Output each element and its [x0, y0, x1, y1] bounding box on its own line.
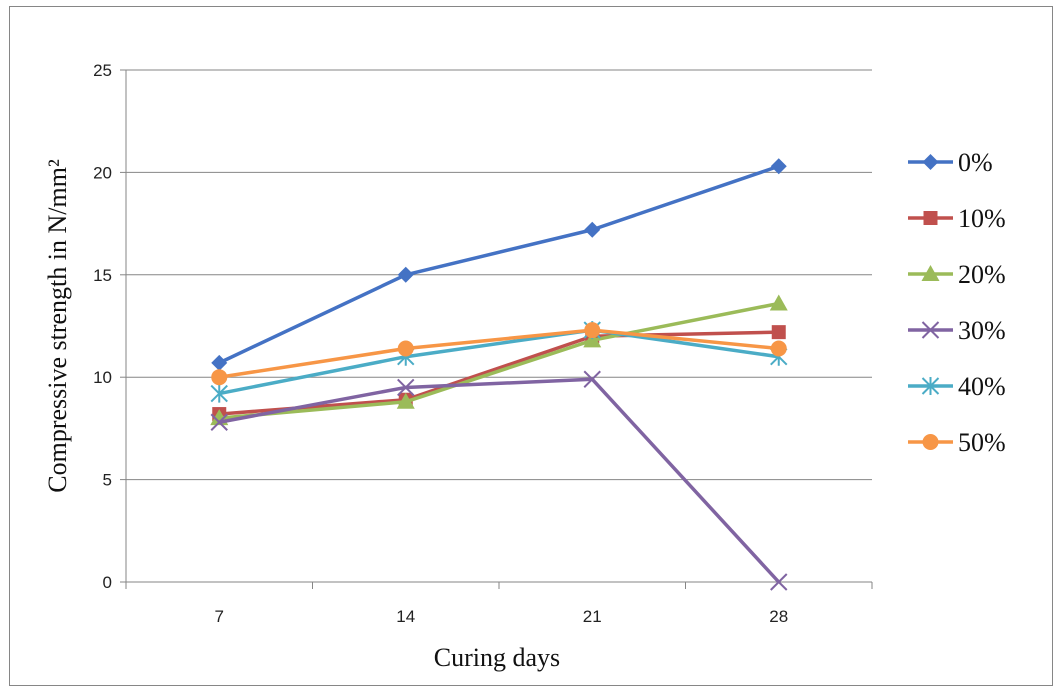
series-10pct-line	[219, 330, 779, 416]
legend-entry-0pct: 0%	[908, 148, 993, 177]
legend-entry-0pct-label: 0%	[958, 148, 993, 177]
series-0pct-point	[584, 221, 601, 238]
series-20pct-point	[396, 392, 415, 409]
series-40pct-line	[218, 328, 779, 396]
x-tick-label: 14	[396, 607, 415, 626]
legend-entry-0pct-marker	[922, 154, 939, 170]
series-20pct-point	[583, 331, 602, 348]
series-group	[210, 158, 788, 591]
y-tick-label: 20	[93, 163, 112, 182]
legend-entry-30pct-label: 30%	[958, 316, 1006, 345]
series-40pct-point	[210, 384, 228, 403]
legend-entry-20pct-marker	[921, 265, 940, 281]
series-20pct	[210, 294, 788, 426]
series-50pct	[211, 322, 787, 386]
y-tick-label: 5	[103, 471, 112, 490]
chart-frame	[9, 6, 1053, 686]
x-tick-label: 21	[583, 607, 602, 626]
legend-entry-20pct-label: 20%	[958, 260, 1006, 289]
series-50pct-line	[218, 328, 779, 379]
y-tick-label: 10	[93, 368, 112, 387]
y-axis-ticks: 0 5 10 15 20 25	[93, 61, 112, 592]
legend-entry-30pct: 30%	[908, 316, 1006, 345]
legend: 0% 10% 20% 30% 40% 50%	[908, 148, 1006, 457]
legend-entry-10pct: 10%	[908, 204, 1006, 233]
series-50pct-point	[397, 340, 414, 357]
x-axis-title: Curing days	[434, 643, 560, 672]
series-30pct-point	[397, 378, 415, 397]
series-30pct-point	[770, 573, 788, 591]
series-30pct-point	[210, 413, 228, 431]
legend-entry-50pct-marker	[922, 434, 939, 450]
series-30pct-line	[218, 377, 781, 584]
series-0pct-point	[211, 354, 228, 371]
series-0pct	[211, 158, 787, 371]
legend-entry-40pct-label: 40%	[958, 372, 1006, 401]
series-30pct-point	[583, 370, 601, 388]
series-20pct-point	[769, 294, 788, 311]
series-10pct-point	[771, 325, 786, 340]
x-tick-label: 28	[769, 607, 788, 626]
legend-entry-40pct: 40%	[908, 372, 1006, 401]
legend-entry-10pct-marker	[923, 211, 938, 225]
series-50pct-point	[211, 369, 228, 386]
gridlines	[126, 69, 872, 481]
x-tick-label: 7	[215, 607, 224, 626]
series-20pct-line	[219, 301, 780, 420]
series-0pct-line	[218, 164, 780, 365]
axes	[120, 69, 873, 589]
legend-entry-50pct: 50%	[908, 428, 1006, 457]
y-tick-label: 25	[93, 61, 112, 80]
y-axis-title: Compressive strength in N/mm²	[43, 159, 72, 493]
y-tick-label: 15	[93, 266, 112, 285]
series-0pct-point	[397, 266, 414, 283]
series-50pct-point	[584, 322, 601, 339]
legend-entry-10pct-label: 10%	[958, 204, 1006, 233]
series-0pct-point	[770, 158, 787, 175]
legend-entry-50pct-label: 50%	[958, 428, 1006, 457]
legend-entry-30pct-marker	[921, 321, 940, 339]
legend-entry-40pct-marker	[921, 377, 940, 395]
y-tick-label: 0	[103, 573, 112, 592]
series-30pct	[210, 370, 788, 591]
series-50pct-point	[770, 340, 787, 357]
x-axis-ticks: 7 14 21 28	[215, 607, 789, 626]
legend-entry-20pct: 20%	[908, 260, 1006, 289]
